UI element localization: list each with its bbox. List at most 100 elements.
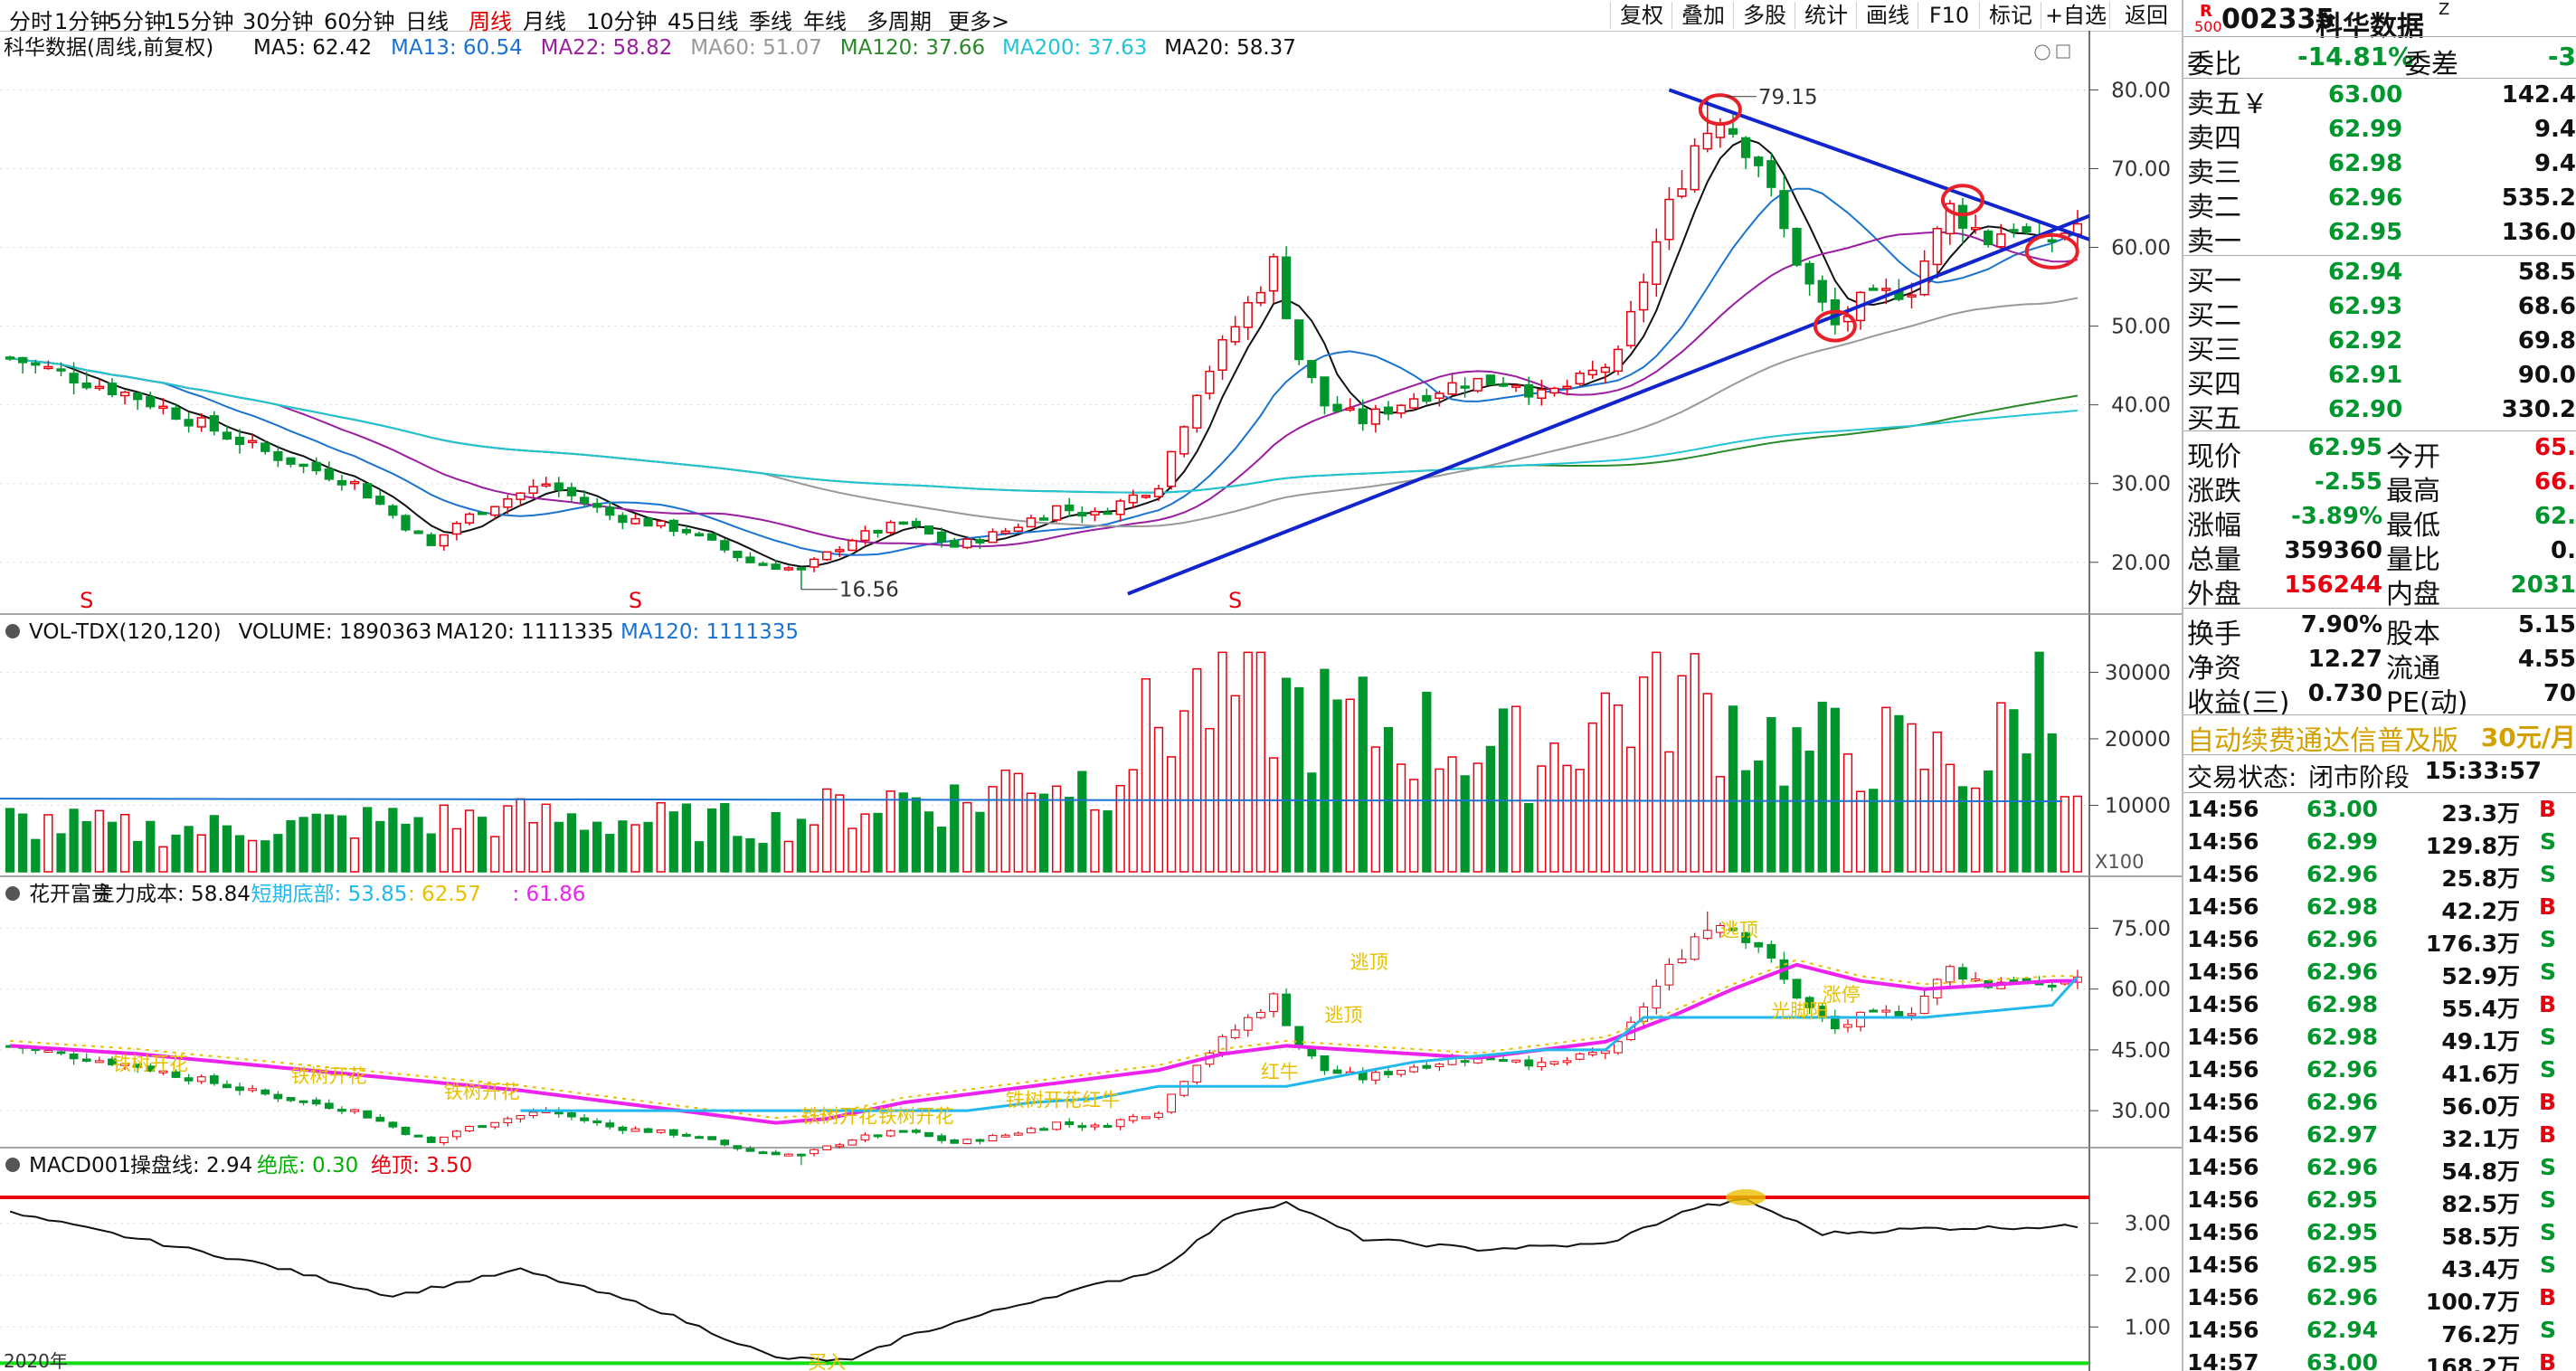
tick-price: 62.98 [2306, 894, 2379, 920]
period-tab-13[interactable]: 多周期 [867, 9, 932, 34]
candle-body [478, 512, 488, 515]
promo-banner[interactable]: 自动续费通达信普及版 [2187, 725, 2458, 757]
candle-body [133, 392, 143, 401]
hk-candle [1728, 927, 1738, 931]
period-tab-2[interactable]: 5分钟 [109, 9, 166, 34]
volume-bar [1715, 776, 1725, 873]
tick-side: S [2539, 959, 2556, 985]
tick-side: B [2538, 1121, 2556, 1148]
volume-bar [133, 840, 143, 873]
toolbar-button-3[interactable]: 统计 [1795, 2, 1857, 29]
volume-bar [962, 801, 972, 873]
low-label: 16.56 [839, 579, 899, 602]
period-tab-1[interactable]: 1分钟 [54, 9, 112, 34]
candle-body [503, 498, 513, 508]
stat-value: 2031 [2510, 572, 2576, 599]
candle-body [1932, 228, 1942, 266]
toolbar-button-6[interactable]: 标记 [1979, 2, 2041, 29]
toolbar-button-4[interactable]: 画线 [1856, 2, 1918, 29]
volume-bar [439, 804, 449, 873]
hk-candle [1192, 1064, 1202, 1083]
hk-candle [771, 1151, 781, 1156]
period-tab-7[interactable]: 周线 [469, 9, 512, 34]
period-tab-11[interactable]: 季线 [749, 9, 792, 34]
period-tab-10[interactable]: 45日线 [668, 9, 739, 34]
candle-body [298, 463, 308, 468]
bid-volume: 330.2 [2501, 396, 2576, 423]
hk-candle [1294, 1026, 1304, 1047]
candle-body [1038, 517, 1049, 521]
tick-price: 62.96 [2306, 1056, 2379, 1083]
tick-volume: 76.2万 [2441, 1321, 2520, 1347]
hk-candle [758, 1151, 768, 1155]
ask-price: 63.00 [2328, 81, 2403, 109]
volume-bar [681, 803, 692, 873]
tick-volume: 55.4万 [2441, 996, 2520, 1022]
period-tab-4[interactable]: 30分钟 [242, 9, 314, 34]
period-tab-12[interactable]: 年线 [803, 9, 847, 34]
tick-price: 62.95 [2306, 1219, 2379, 1245]
hk-tick-label: 75.00 [2111, 917, 2171, 941]
candle-body [1575, 373, 1585, 385]
tick-side: B [2538, 796, 2556, 822]
period-tab-14[interactable]: 更多> [948, 9, 1010, 34]
kline-chart[interactable]: 80.00 70.00 60.00 50.00 40.00 30.00 20.00 79.15… [0, 31, 2182, 1371]
vol-legend-item: VOLUME: 1890363 [239, 620, 432, 644]
ma-legend-item: MA22: 58.82 [541, 36, 673, 60]
volume-bar [541, 803, 551, 873]
hk-candle [860, 1134, 870, 1140]
ma-legend-item: MA13: 60.54 [391, 36, 523, 60]
hk-candle [1409, 1066, 1419, 1073]
hk-candle [1639, 1007, 1649, 1022]
candle-body [1652, 241, 1662, 286]
candle-body [196, 417, 206, 428]
candle-body [375, 496, 385, 506]
candles-group [5, 96, 2083, 590]
stat-value: 12.27 [2307, 646, 2382, 673]
volume-bar [1192, 667, 1202, 873]
candle-body [1970, 226, 1981, 231]
tick-volume: 54.8万 [2441, 1158, 2520, 1185]
toolbar-button-2[interactable]: 多股 [1733, 2, 1795, 29]
hk-candle [1320, 1055, 1330, 1072]
period-tab-3[interactable]: 15分钟 [163, 9, 234, 34]
period-tab-5[interactable]: 60分钟 [324, 9, 395, 34]
hk-candle [439, 1136, 449, 1144]
vol-legend-item: MA120: 1111335 [620, 620, 799, 644]
tick-volume: 100.7万 [2425, 1289, 2520, 1315]
period-tab-9[interactable]: 10分钟 [586, 9, 658, 34]
volume-bar [1792, 727, 1802, 873]
tick-side: S [2539, 926, 2556, 952]
volume-bar [1268, 757, 1279, 873]
volume-bar [1026, 792, 1037, 873]
toolbar-button-7[interactable]: +自选 [2041, 2, 2110, 29]
s-marker: S [1228, 588, 1242, 613]
toolbar-button-1[interactable]: 叠加 [1672, 2, 1734, 29]
period-tab-6[interactable]: 日线 [405, 9, 449, 34]
stat-value: 62.95 [2307, 434, 2382, 461]
volume-bar [1728, 705, 1738, 873]
hk-legend-item: : 61.86 [513, 883, 586, 906]
volume-bar [2060, 796, 2069, 873]
candle-body [1690, 145, 1700, 191]
ma22-line [9, 231, 2079, 548]
period-tab-8[interactable]: 月线 [523, 9, 566, 34]
toolbar-button-0[interactable]: 复权 [1610, 2, 1672, 29]
volume-bar [1320, 668, 1330, 873]
volume-bar [1919, 768, 1929, 873]
hk-candle [618, 1126, 628, 1131]
volume-bar [1537, 765, 1547, 873]
period-tab-0[interactable]: 分时 [9, 9, 52, 34]
toolbar-button-5[interactable]: F10 [1918, 2, 1980, 29]
volume-bars [5, 651, 2083, 873]
candle-body [1320, 376, 1330, 407]
tick-time: 14:56 [2187, 861, 2259, 887]
candle-body [1817, 279, 1827, 303]
ask-price: 62.95 [2328, 219, 2403, 246]
tick-time: 14:56 [2187, 926, 2259, 952]
toolbar-button-8[interactable]: 返回 [2109, 2, 2183, 29]
volume-bar [2022, 753, 2031, 873]
candle-body [1435, 392, 1444, 400]
s-marker: S [80, 588, 93, 613]
volume-bar [898, 792, 908, 873]
